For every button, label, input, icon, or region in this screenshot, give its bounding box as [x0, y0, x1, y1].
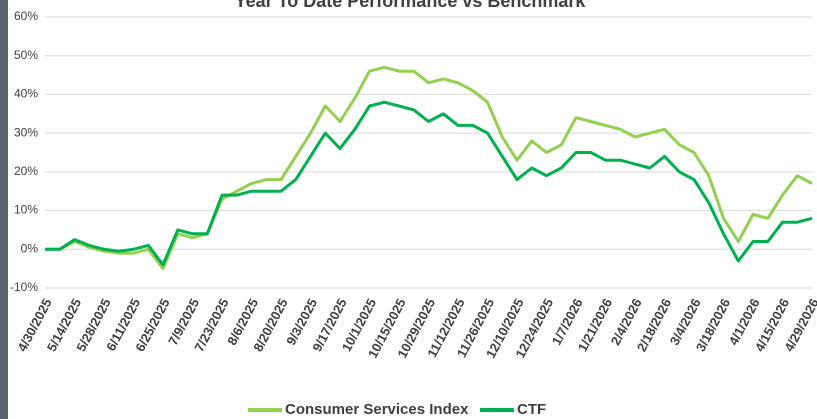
legend-label: Consumer Services Index — [285, 401, 469, 418]
y-tick-label: 30% — [14, 125, 38, 139]
y-tick-label: 60% — [14, 9, 38, 23]
y-tick-label: 20% — [14, 164, 38, 178]
y-tick-label: 0% — [21, 241, 39, 255]
series-line — [45, 100, 813, 267]
chart-title: Year To Date Performance vs Benchmark — [235, 0, 587, 11]
y-tick-label: -10% — [10, 280, 38, 294]
side-strip — [0, 0, 8, 419]
y-tick-label: 10% — [14, 203, 38, 217]
y-tick-label: 40% — [14, 87, 38, 101]
y-tick-label: 50% — [14, 48, 38, 62]
series-line — [45, 65, 813, 271]
legend-label: CTF — [517, 401, 546, 418]
